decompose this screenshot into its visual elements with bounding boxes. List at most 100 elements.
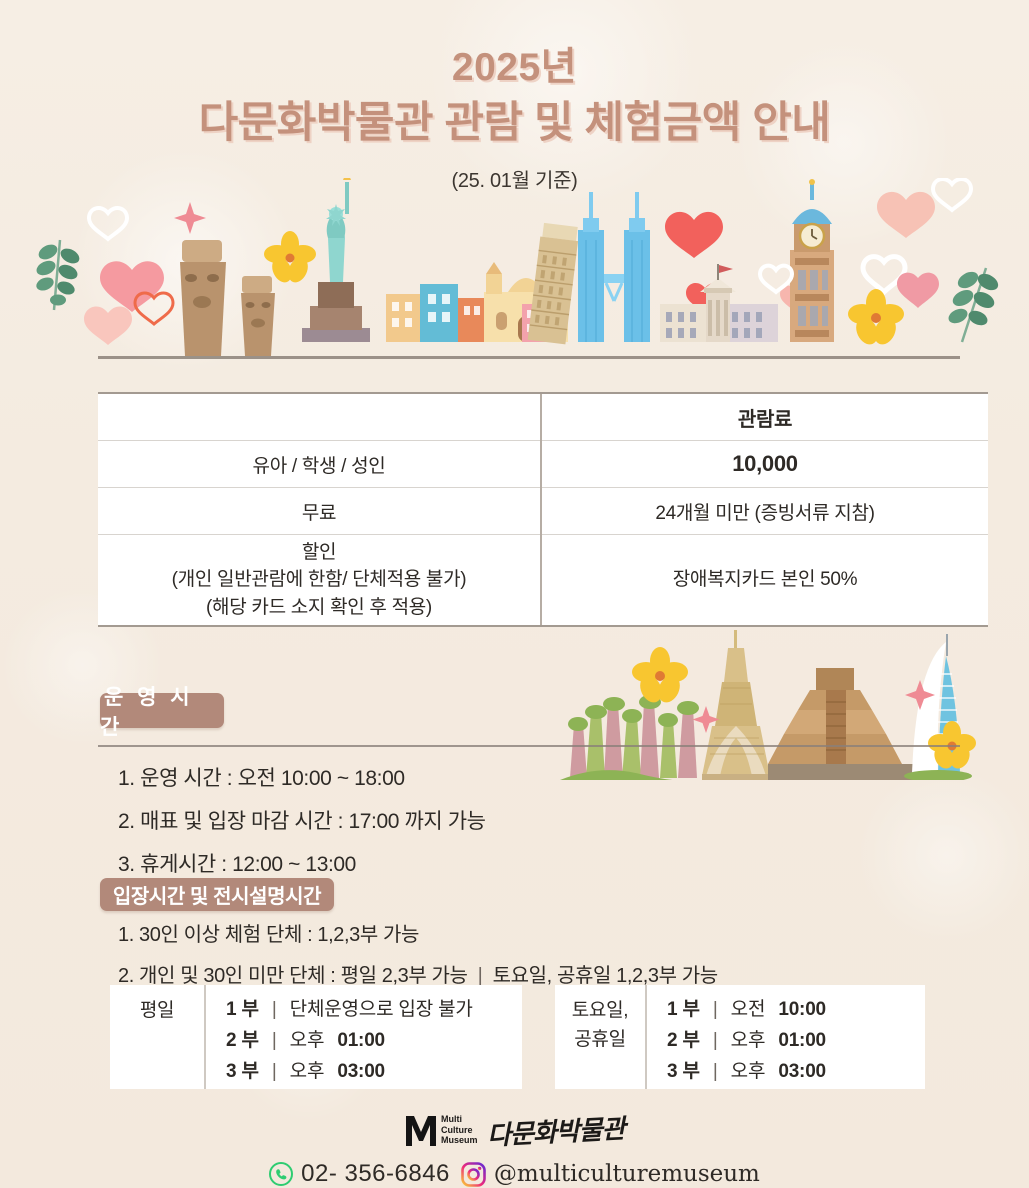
- white-house-icon: [660, 264, 778, 342]
- logo-korean-brush-text: 다문화박물관: [486, 1113, 626, 1152]
- schedule-divider: |: [271, 1060, 277, 1082]
- yellow-flower-icon-mid2: [928, 721, 976, 769]
- entry-item2-weekday: 2. 개인 및 30인 미만 단체 : 평일 2,3부 가능: [118, 965, 468, 987]
- contact-row: 02- 356-6846 @multiculturemuseum: [0, 1160, 1029, 1188]
- table-header-fee: 관람료: [541, 394, 988, 441]
- schedule-rows-weekend: 1 부 | 오전 10:00 2 부 | 오후 01:00 3 부 | 오후 0…: [647, 985, 925, 1089]
- entry-times-list: 1. 30인 이상 체험 단체 : 1,2,3부 가능 2. 개인 및 30인 …: [118, 918, 718, 1000]
- schedule-ampm: 오후: [730, 1029, 766, 1051]
- schedule-part: 2 부: [667, 1029, 700, 1051]
- schedule-row: 1 부 | 오전 10:00: [667, 995, 925, 1026]
- heart-outline-decoration-right: [757, 178, 974, 308]
- heart-decoration-middle: [665, 211, 812, 313]
- list-item: 3. 휴게시간 : 12:00 ~ 13:00: [118, 853, 356, 876]
- schedule-box-weekday: 평일 1 부 | 단체운영으로 입장 불가 2 부 | 오후 01:00 3 부…: [110, 985, 522, 1089]
- schedule-ampm: 오후: [289, 1060, 325, 1082]
- colorful-row-houses-icon: [386, 284, 484, 342]
- table-header-blank: [98, 394, 542, 441]
- schedule-time: 01:00: [778, 1029, 826, 1051]
- schedule-box-weekend: 토요일, 공휴일 1 부 | 오전 10:00 2 부 | 오후 01:00 3…: [555, 985, 925, 1089]
- schedule-day-column-weekday: 평일: [110, 985, 206, 1089]
- big-ben-icon: [790, 179, 834, 342]
- yellow-flower-icon-right: [848, 289, 904, 345]
- row-value-discount: 장애복지카드 본인 50%: [672, 569, 858, 591]
- schedule-time: 01:00: [337, 1029, 385, 1051]
- discount-label-line3: (해당 카드 소지 확인 후 적용): [206, 596, 432, 618]
- schedule-divider: |: [271, 999, 277, 1020]
- row-label-general: 유아 / 학생 / 성인: [98, 440, 542, 488]
- schedule-row: 1 부 | 단체운영으로 입장 불가: [226, 995, 522, 1026]
- schedule-divider: |: [712, 999, 718, 1020]
- title-year: 2025년: [451, 46, 578, 89]
- row-label-discount: 할인 (개인 일반관람에 한함/ 단체적용 불가) (해당 카드 소지 확인 후…: [98, 534, 542, 625]
- title-subtitle: (25. 01월 기준): [451, 169, 578, 192]
- operating-hours-list: 1. 운영 시간 : 오전 10:00 ~ 18:00 2. 매표 및 입장 마…: [118, 762, 486, 891]
- entry-item2-separator: |: [477, 965, 483, 987]
- logo-wordmark: Multi Culture Museum: [441, 1114, 478, 1146]
- instagram-icon: [461, 1161, 486, 1187]
- statue-of-liberty-icon: [302, 178, 370, 342]
- schedule-part: 1 부: [667, 999, 700, 1020]
- schedule-part: 2 부: [226, 1029, 259, 1051]
- schedule-row: 2 부 | 오후 01:00: [667, 1026, 925, 1057]
- table-row-header: 관람료: [98, 394, 988, 441]
- schedule-time: 03:00: [337, 1060, 385, 1082]
- list-item: 1. 운영 시간 : 오전 10:00 ~ 18:00: [118, 767, 405, 790]
- schedule-part: 3 부: [667, 1060, 700, 1082]
- section-badge-entry-times: 입장시간 및 전시설명시간: [100, 878, 334, 911]
- logo-mark: Multi Culture Museum: [404, 1112, 478, 1148]
- petronas-towers-icon: [578, 192, 650, 342]
- ground-line-top: [98, 356, 960, 359]
- table-row-free: 무료 24개월 미만 (증빙서류 지참): [98, 487, 988, 535]
- logo-m-icon: [405, 1116, 436, 1146]
- schedule-ampm: 오전: [730, 999, 766, 1020]
- price-table: 관람료 유아 / 학생 / 성인 10,000 무료 24개월 미만 (증빙서류…: [98, 392, 988, 627]
- entry-item2-weekend: 토요일, 공휴일 1,2,3부 가능: [492, 965, 719, 987]
- mayan-pyramid-icon: [768, 668, 918, 780]
- zhangjiajie-mountains-icon: [560, 695, 710, 780]
- schedule-divider: |: [712, 1060, 718, 1082]
- list-item: 2. 개인 및 30인 미만 단체 : 평일 2,3부 가능 | 토요일, 공휴…: [118, 959, 718, 988]
- leaf-branch-icon-right: [948, 267, 999, 343]
- schedule-day-label: 평일: [139, 1000, 175, 1021]
- yellow-flower-icon: [264, 231, 316, 283]
- section-rule-operating-hours: [98, 745, 960, 747]
- leaf-branch-icon: [36, 239, 80, 311]
- schedule-rows-weekday: 1 부 | 단체운영으로 입장 불가 2 부 | 오후 01:00 3 부 | …: [206, 985, 522, 1089]
- schedule-part: 3 부: [226, 1060, 259, 1082]
- table-row-general: 유아 / 학생 / 성인 10,000: [98, 440, 988, 488]
- row-label-free: 무료: [98, 487, 542, 535]
- museum-logo: Multi Culture Museum 다문화박물관: [0, 1108, 1029, 1152]
- schedule-divider: |: [712, 1029, 718, 1051]
- schedule-note: 단체운영으로 입장 불가: [289, 999, 473, 1020]
- discount-label-line2: (개인 일반관람에 한함/ 단체적용 불가): [171, 569, 467, 591]
- schedule-day-label-line1: 토요일,: [571, 1000, 629, 1021]
- logo-word-culture: Culture: [440, 1124, 473, 1135]
- poster-header: 2025년 다문화박물관 관람 및 체험금액 안내 (25. 01월 기준): [0, 44, 1029, 193]
- phone-number: 02- 356-6846: [301, 1160, 450, 1187]
- leaning-tower-of-pisa-icon: [527, 222, 579, 345]
- discount-label-line1: 할인: [301, 541, 337, 563]
- schedule-ampm: 오후: [289, 1029, 325, 1051]
- landmark-illustration-band-mid: [560, 628, 980, 780]
- schedule-time: 03:00: [778, 1060, 826, 1082]
- schedule-day-column-weekend: 토요일, 공휴일: [555, 985, 647, 1089]
- contact-instagram[interactable]: @multiculturemuseum: [461, 1161, 760, 1187]
- poster-footer: Multi Culture Museum 다문화박물관 02- 356-6846: [0, 1108, 1029, 1188]
- instagram-handle: @multiculturemuseum: [493, 1161, 760, 1187]
- yellow-flower-icon-mid1: [632, 647, 688, 703]
- contact-phone[interactable]: 02- 356-6846: [269, 1160, 450, 1188]
- schedule-part: 1 부: [226, 999, 259, 1020]
- schedule-row: 3 부 | 오후 03:00: [667, 1057, 925, 1088]
- logo-word-museum: Museum: [440, 1135, 478, 1146]
- logo-word-multi: Multi: [440, 1114, 462, 1125]
- landmark-illustration-band-top: [0, 178, 1029, 360]
- row-value-free: 24개월 미만 (증빙서류 지참): [541, 487, 988, 535]
- list-item: 1. 30인 이상 체험 단체 : 1,2,3부 가능: [118, 924, 420, 946]
- schedule-row: 2 부 | 오후 01:00: [226, 1026, 522, 1057]
- table-row-discount: 할인 (개인 일반관람에 한함/ 단체적용 불가) (해당 카드 소지 확인 후…: [98, 534, 988, 625]
- moai-statue-icon: [180, 240, 275, 356]
- schedule-day-label: 토요일, 공휴일: [572, 997, 629, 1054]
- phone-icon: [269, 1162, 294, 1186]
